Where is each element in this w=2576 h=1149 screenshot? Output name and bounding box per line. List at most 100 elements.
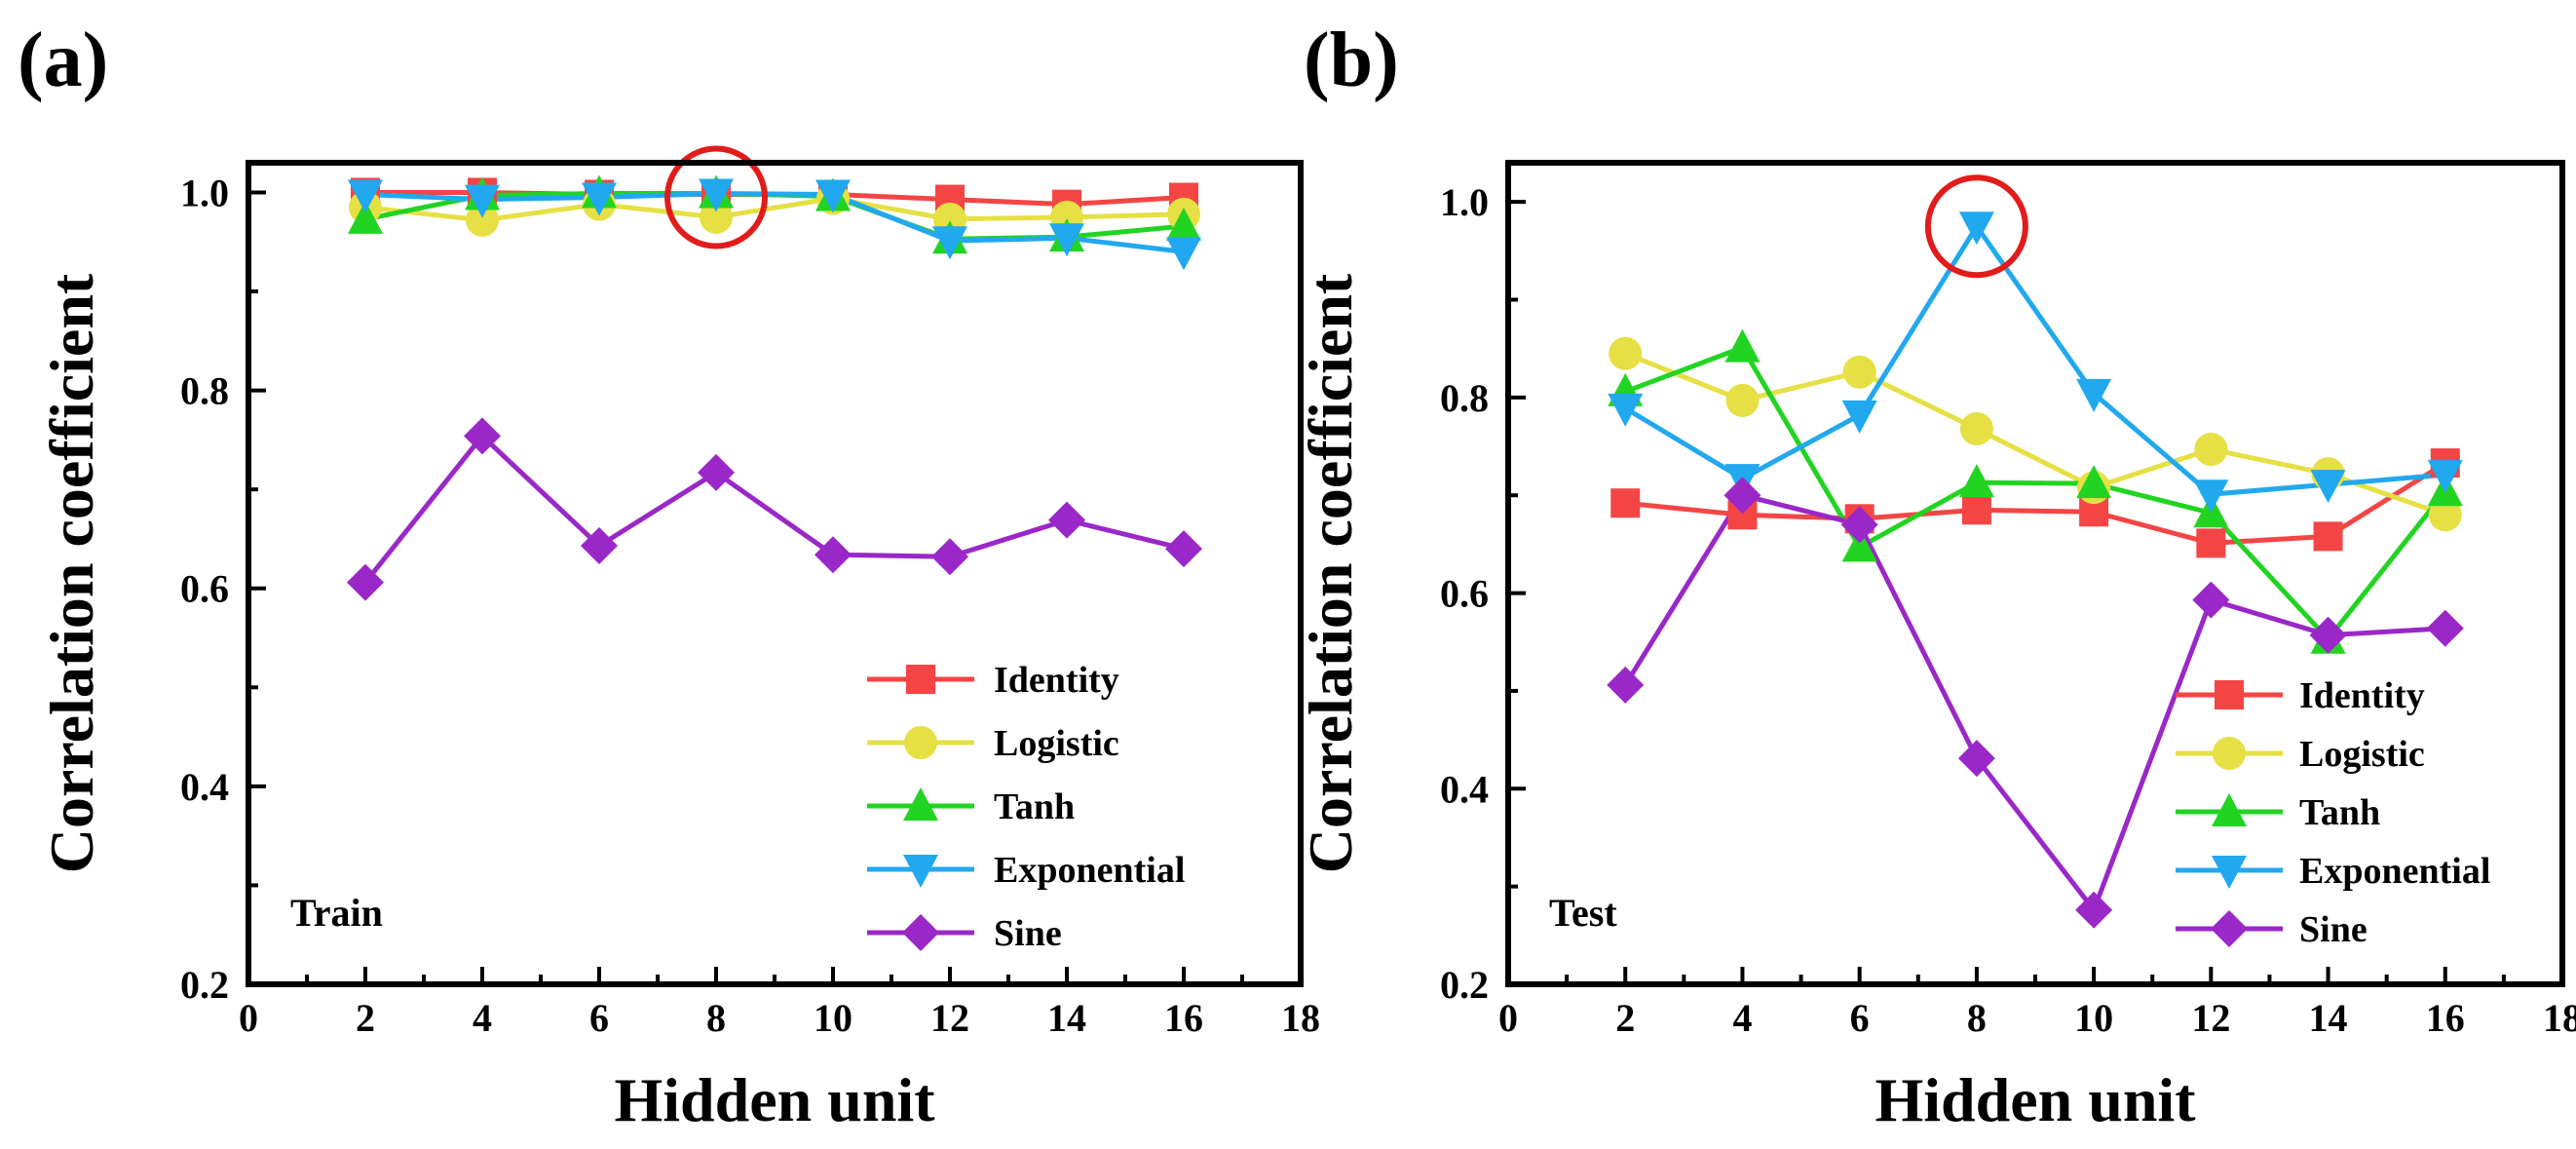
panel-a-x-tick-label: 12 <box>930 996 969 1040</box>
panel-a-point-exponential-14 <box>1049 223 1084 257</box>
panel-b-line-tanh <box>1624 345 2447 642</box>
panel-a-point-exponential-2 <box>348 179 383 213</box>
panel-b-point-identity-12 <box>2196 528 2226 558</box>
panel-b-point-sine-6 <box>1840 506 1878 544</box>
panel-b-point-logistic-8 <box>1959 411 1993 445</box>
panel-a-legend-marker-tanh <box>903 787 938 821</box>
panel-a-x-tick-label: 10 <box>814 996 852 1040</box>
panel-a-point-sine-10 <box>814 536 852 574</box>
panel-a-y-axis-title: Correlation coefficient <box>37 273 106 873</box>
panel-a-point-exponential-10 <box>815 179 851 213</box>
panel-a-y-tick-label: 0.2 <box>180 963 229 1007</box>
panel-b-point-logistic-16 <box>2428 498 2462 532</box>
panel-a-legend-label-sine: Sine <box>994 913 1062 954</box>
panel-a-x-tick-label: 16 <box>1164 996 1203 1040</box>
panel-b-point-identity-14 <box>2313 521 2343 552</box>
panel-b-legend-marker-sine <box>2211 910 2248 947</box>
panel-a-x-tick-label: 8 <box>706 996 726 1040</box>
panel-b-point-sine-10 <box>2075 891 2113 929</box>
panel-a-point-exponential-12 <box>932 226 967 260</box>
panel-b-y-tick-label: 1.0 <box>1440 180 1489 224</box>
panel-a-split-label: Train <box>290 891 383 935</box>
panel-b-point-tanh-4 <box>1724 328 1761 363</box>
panel-b-split-label: Test <box>1549 891 1617 935</box>
panel-b-point-tanh-6 <box>1841 528 1877 562</box>
panel-b-point-identity-8 <box>1961 495 1991 525</box>
panel-b-x-tick-label: 0 <box>1498 996 1518 1040</box>
panel-a: (a) 0 2 4 6 8 10 12 14 16 18 0.2 0.4 0.6 0.8 1.0 Hidden … <box>18 18 1320 1134</box>
panel-b-point-sine-8 <box>1957 740 1995 778</box>
panel-a-point-sine-8 <box>698 453 735 491</box>
panel-b-x-tick-label: 16 <box>2426 996 2465 1040</box>
panel-b-y-tick-label: 0.8 <box>1440 376 1489 420</box>
panel-a-x-tick-label: 4 <box>473 996 492 1040</box>
panel-a-legend-marker-logistic <box>904 726 937 759</box>
panel-b-x-tick-label: 4 <box>1732 996 1752 1040</box>
panel-a-legend-label-logistic: Logistic <box>994 723 1119 764</box>
panel-b-point-tanh-8 <box>1958 464 1994 498</box>
panel-b-label: (b) <box>1304 18 1399 103</box>
panel-b-point-logistic-6 <box>1842 355 1876 389</box>
panel-b-point-exponential-16 <box>2427 460 2463 494</box>
panel-b-x-axis-title: Hidden unit <box>1875 1065 2196 1134</box>
panel-b-x-tick-label: 2 <box>1615 996 1635 1040</box>
panel-a-point-sine-4 <box>464 417 501 455</box>
panel-a-x-tick-label: 2 <box>356 996 375 1040</box>
panel-a-point-tanh-2 <box>348 200 383 234</box>
panel-b-legend-marker-tanh <box>2212 793 2247 826</box>
panel-b-legend-marker-logistic <box>2213 737 2246 770</box>
panel-a-line-logistic <box>364 196 1185 223</box>
panel-b-point-sine-14 <box>2309 616 2347 654</box>
panel-b-point-exponential-14 <box>2310 470 2346 504</box>
panel-b-point-exponential-2 <box>1608 393 1644 427</box>
panel-b-y-axis-title: Correlation coefficient <box>1296 273 1365 873</box>
panel-a-point-tanh-16 <box>1166 208 1201 242</box>
panel-b-legend-label-tanh: Tanh <box>2299 792 2380 833</box>
panel-a-legend-label-identity: Identity <box>994 660 1119 701</box>
panel-b-point-sine-12 <box>2192 581 2230 619</box>
panel-a-point-exponential-16 <box>1166 237 1201 271</box>
panel-a-point-sine-12 <box>931 538 968 576</box>
panel-b-point-logistic-4 <box>1725 383 1760 417</box>
panel-a-point-exponential-8 <box>699 178 734 212</box>
panel-b-point-exponential-6 <box>1841 400 1877 434</box>
panel-b-point-exponential-12 <box>2193 479 2229 514</box>
panel-b-x-tick-label: 10 <box>2074 996 2113 1040</box>
panel-a-point-logistic-8 <box>700 200 733 234</box>
panel-a-x-axis-title: Hidden unit <box>614 1065 935 1134</box>
panel-a-x-tick-label: 14 <box>1047 996 1086 1040</box>
panel-a-point-logistic-4 <box>466 203 499 237</box>
panel-b-point-identity-2 <box>1610 488 1641 518</box>
panel-b-point-exponential-8 <box>1958 211 1994 246</box>
panel-b-point-tanh-10 <box>2076 465 2112 499</box>
panel-b-point-exponential-10 <box>2076 378 2112 412</box>
panel-a-point-sine-2 <box>347 563 384 601</box>
panel-b-line-identity <box>1624 460 2447 546</box>
panel-b-point-logistic-2 <box>1609 336 1643 370</box>
panel-b-x-tick-label: 6 <box>1850 996 1870 1040</box>
panel-b-point-logistic-12 <box>2194 433 2228 467</box>
panel-a-point-sine-14 <box>1048 501 1085 539</box>
panel-b-x-tick-label: 12 <box>2191 996 2230 1040</box>
panel-a-point-sine-6 <box>581 527 618 565</box>
panel-b-legend-label-sine: Sine <box>2299 909 2368 950</box>
panel-a-point-exponential-6 <box>582 182 617 216</box>
panel-b-series <box>1607 211 2464 929</box>
panel-a-legend: Identity Logistic Tanh Exponential Sine <box>867 660 1185 954</box>
panel-b-highlight-circle <box>1924 174 2028 279</box>
panel-a-y-tick-label: 0.6 <box>180 567 229 611</box>
panel-a-series <box>347 174 1202 601</box>
panel-a-legend-label-exponential: Exponential <box>994 850 1185 891</box>
panel-b-line-sine <box>1623 492 2445 913</box>
panel-b-legend-label-exponential: Exponential <box>2299 851 2490 892</box>
panel-b-y-tick-label: 0.4 <box>1440 767 1489 811</box>
panel-a-legend-label-tanh: Tanh <box>994 786 1075 827</box>
panel-b-line-exponential <box>1623 223 2445 497</box>
panel-b-legend-marker-identity <box>2215 680 2244 709</box>
panel-b: (b) 0 2 4 6 8 10 12 14 16 18 0.2 0.4 0.6 0.8 1.0 Hidden … <box>1296 18 2576 1134</box>
panel-b-point-sine-16 <box>2426 609 2464 647</box>
panel-b-legend: Identity Logistic Tanh Exponential Sine <box>2176 675 2490 950</box>
panel-a-label: (a) <box>18 18 108 103</box>
panel-a-legend-marker-identity <box>906 665 935 694</box>
